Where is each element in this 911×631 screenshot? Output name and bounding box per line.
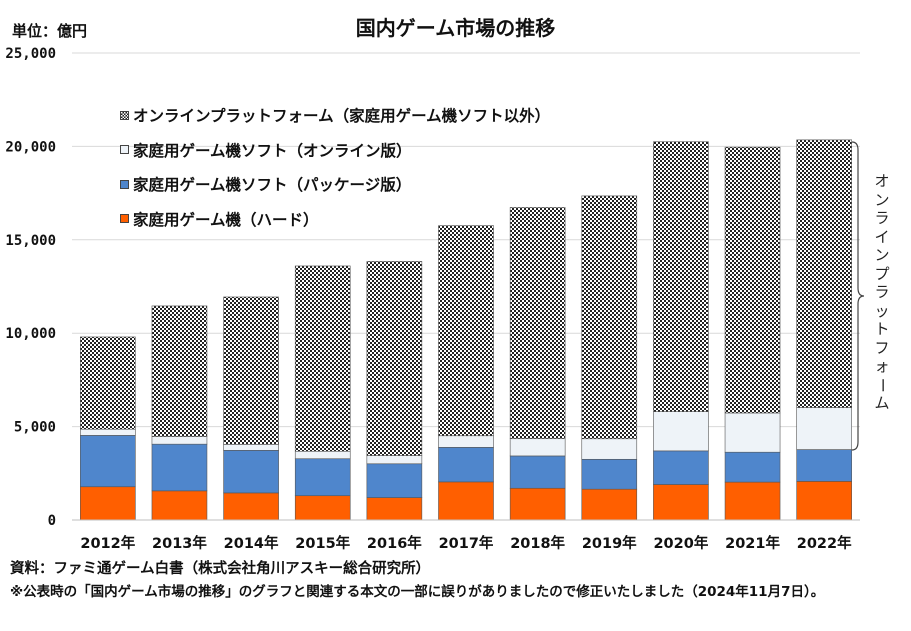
bar-segment [294,450,351,460]
bar-segment [366,463,423,498]
bar-segment [151,490,208,521]
x-tick-label: 2015年 [295,534,350,552]
bar-segment [294,458,351,497]
bracket-label-char: オ [874,172,890,190]
x-tick-label: 2019年 [582,534,637,552]
bar-segment [151,436,208,445]
legend-swatch [120,214,129,224]
bar-segment [80,428,136,436]
bar-segment [438,481,494,521]
bar-segment [438,447,494,483]
bracket-label: オンラインプラットフォーム [872,172,892,413]
bracket-label-char: ン [874,190,890,209]
x-tick-label: 2014年 [224,534,279,552]
bracket-label-char: ラ [874,283,890,301]
y-tick-label: 15,000 [5,233,56,249]
bar-segment [581,488,638,521]
bar-segment [366,455,423,465]
bar-segment [581,438,638,460]
y-tick-label: 5,000 [14,420,56,436]
x-tick-label: 2012年 [80,534,135,552]
bar-segment [366,497,423,521]
x-tick-label: 2016年 [367,534,422,552]
bracket-label-char: ォ [874,357,890,375]
legend-label: 家庭用ゲーム機ソフト（パッケージ版） [133,176,412,195]
bar-segment [438,435,494,448]
bar-segment [724,146,781,414]
bars-group [80,139,852,521]
bar-segment [294,265,351,452]
bracket-label-char: ッ [874,301,890,320]
bracket-label-char: ー [873,377,892,393]
y-tick-label: 20,000 [5,139,56,155]
x-tick-label: 2022年 [797,534,852,552]
axes-group: 0 5,000 10,000 15,000 20,000 25,000 2012年 2013年… [5,46,860,552]
bar-segment [653,484,709,521]
bar-segment [724,451,781,483]
bracket-label-char: イ [874,227,890,246]
bar-segment [366,261,423,456]
x-tick-label: 2018年 [510,534,565,552]
bar-segment [724,412,781,453]
y-tick-label: 10,000 [5,326,56,342]
bar-segment [223,492,279,521]
bar-segment [438,225,494,437]
bar-segment [653,450,709,485]
bar-segment [724,481,781,521]
bracket-label-char: ト [874,320,890,338]
bar-segment [796,481,852,521]
legend-label: オンラインプラットフォーム（家庭用ゲーム機ソフト以外） [133,107,551,126]
bar-segment [223,444,279,451]
legend-swatch [120,110,129,120]
bracket-label-char: ラ [874,209,890,227]
bracket-brace [851,141,865,451]
legend-item: 家庭用ゲーム機ソフト（オンライン版） [120,133,550,168]
bar-segment [151,443,208,492]
legend-item: 家庭用ゲーム機ソフト（パッケージ版） [120,167,550,202]
x-tick-label: 2013年 [152,534,207,552]
chart-title: 国内ゲーム市場の推移 [355,16,556,40]
bracket-label-char: プ [874,264,890,283]
bar-segment [294,495,351,521]
bar-segment [509,438,566,457]
legend-swatch [120,145,129,155]
unit-label: 単位：億円 [12,22,88,40]
correction-note: ※公表時の「国内ゲーム市場の推移」のグラフと関連する本文の一部に誤りがありました… [10,584,825,600]
legend-label: 家庭用ゲーム機（ハード） [133,210,319,229]
bar-segment [151,305,208,437]
bracket-label-char: ン [874,246,890,264]
bar-segment [509,455,566,489]
bar-segment [653,141,709,412]
bar-segment [653,411,709,452]
y-tick-label: 0 [48,513,56,529]
y-tick-label: 25,000 [5,46,56,62]
bar-segment [223,450,279,494]
bar-segment [581,195,638,440]
bar-segment [80,486,136,521]
online-platform-bracket [851,141,865,451]
legend-label: 家庭用ゲーム機ソフト（オンライン版） [133,141,412,160]
x-tick-label: 2017年 [439,534,494,552]
bar-segment [509,207,566,439]
bar-segment [796,139,852,408]
bracket-label-char: ム [874,394,890,412]
bar-segment [509,487,566,521]
bar-segment [581,458,638,490]
x-tick-label: 2021年 [725,534,780,552]
x-tick-label: 2020年 [653,534,708,552]
legend-item: オンラインプラットフォーム（家庭用ゲーム機ソフト以外） [120,98,550,133]
bar-segment [223,296,279,445]
bar-segment [796,407,852,450]
bar-segment [80,435,136,488]
legend-item: 家庭用ゲーム機（ハード） [120,202,550,237]
bar-segment [80,336,136,430]
source-note: 資料：ファミ通ゲーム白書（株式会社角川アスキー総合研究所） [10,561,431,577]
legend-swatch [120,179,129,189]
legend: オンラインプラットフォーム（家庭用ゲーム機ソフト以外） 家庭用ゲーム機ソフト（オン… [120,98,550,236]
bracket-label-char: フ [874,338,890,357]
bar-segment [796,449,852,482]
